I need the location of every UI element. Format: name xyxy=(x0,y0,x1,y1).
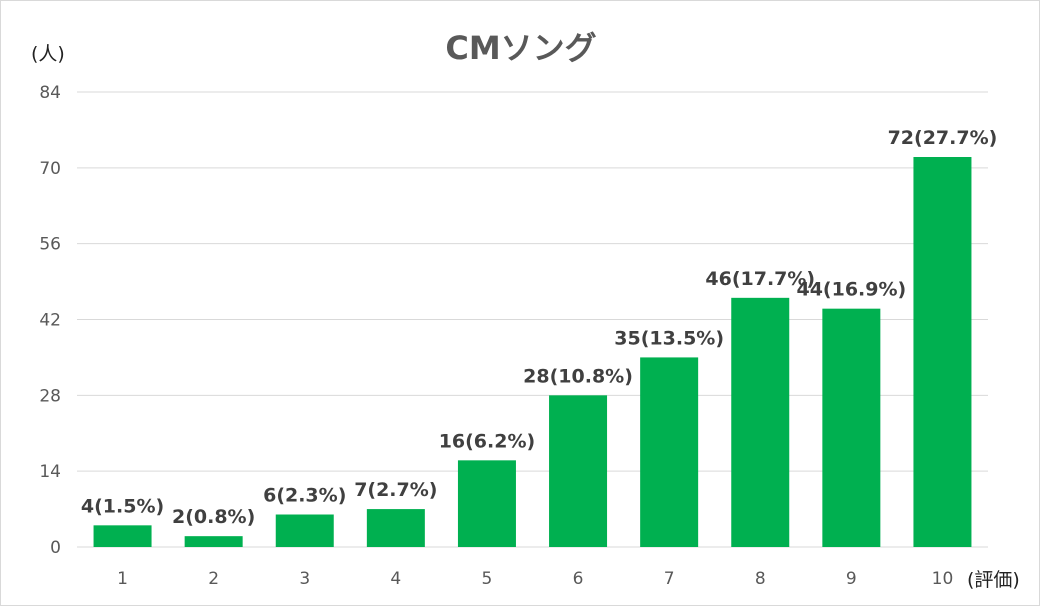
bar xyxy=(822,308,881,547)
bar xyxy=(93,525,152,547)
y-tick-label: 0 xyxy=(50,538,61,558)
data-label: 16(6.2%) xyxy=(439,430,536,452)
data-label: 2(0.8%) xyxy=(172,506,255,528)
bar xyxy=(184,536,243,547)
y-tick-label: 84 xyxy=(39,83,61,103)
bar xyxy=(549,395,608,547)
x-tick-label: 10 xyxy=(932,569,954,589)
x-tick-label: 6 xyxy=(573,569,584,589)
bar xyxy=(913,157,972,547)
data-label: 44(16.9%) xyxy=(796,279,906,301)
x-tick-label: 7 xyxy=(664,569,675,589)
x-axis-unit-label: (評価) xyxy=(967,569,1020,591)
data-label: 7(2.7%) xyxy=(354,479,437,501)
x-tick-label: 8 xyxy=(755,569,766,589)
x-tick-label: 3 xyxy=(299,569,310,589)
y-axis-unit-label: (人) xyxy=(31,43,65,65)
bar xyxy=(457,460,516,547)
data-label: 72(27.7%) xyxy=(888,127,998,149)
bar xyxy=(731,297,790,547)
y-tick-label: 42 xyxy=(39,311,61,331)
data-label: 35(13.5%) xyxy=(614,327,724,349)
bar xyxy=(640,357,699,547)
y-tick-label: 28 xyxy=(39,386,61,406)
chart-title: CMソング xyxy=(445,29,597,67)
x-tick-label: 4 xyxy=(390,569,401,589)
x-tick-label: 2 xyxy=(208,569,219,589)
bar xyxy=(366,509,425,547)
data-label: 46(17.7%) xyxy=(705,268,815,290)
y-tick-label: 70 xyxy=(39,159,61,179)
x-tick-label: 1 xyxy=(117,569,128,589)
x-tick-label: 9 xyxy=(846,569,857,589)
data-label: 6(2.3%) xyxy=(263,485,346,507)
data-label: 28(10.8%) xyxy=(523,365,633,387)
y-tick-label: 56 xyxy=(39,235,61,255)
y-tick-label: 14 xyxy=(39,462,61,482)
x-tick-label: 5 xyxy=(482,569,493,589)
bar xyxy=(275,514,334,547)
data-label: 4(1.5%) xyxy=(81,495,164,517)
